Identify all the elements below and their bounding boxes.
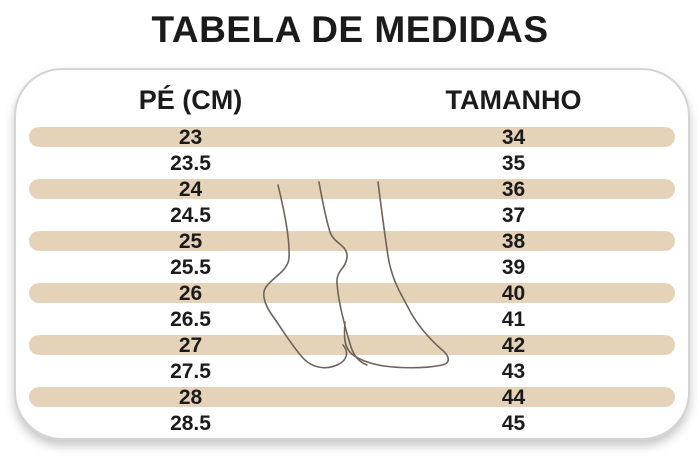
size-value: 35 bbox=[501, 151, 526, 175]
size-value: 38 bbox=[501, 229, 526, 253]
foot-cm-value: 23 bbox=[178, 125, 203, 149]
size-value: 42 bbox=[501, 333, 526, 357]
column-header-size: TAMANHO bbox=[445, 84, 582, 115]
size-chart-card: PÉ (CM) TAMANHO 23 34 23.5 35 24 36 24.5… bbox=[14, 68, 690, 440]
foot-cm-value: 25 bbox=[178, 229, 203, 253]
table-header-row: PÉ (CM) TAMANHO bbox=[16, 70, 688, 124]
foot-cm-value: 26 bbox=[178, 281, 203, 305]
table-row: 23 34 bbox=[29, 124, 675, 150]
size-value: 39 bbox=[501, 255, 526, 279]
size-value: 34 bbox=[501, 125, 526, 149]
column-header-foot-cm: PÉ (CM) bbox=[138, 84, 243, 115]
table-row: 27 42 bbox=[29, 332, 675, 358]
table-row: 26 40 bbox=[29, 280, 675, 306]
table-rows: 23 34 23.5 35 24 36 24.5 37 25 38 25.5 3… bbox=[16, 124, 688, 438]
table-row: 25 38 bbox=[29, 228, 675, 254]
foot-cm-value: 27 bbox=[178, 333, 203, 357]
foot-cm-value: 28.5 bbox=[170, 411, 211, 435]
size-value: 44 bbox=[501, 385, 526, 409]
table-row: 27.5 43 bbox=[29, 358, 675, 384]
size-value: 45 bbox=[501, 411, 526, 435]
table-row: 24 36 bbox=[29, 176, 675, 202]
foot-cm-value: 25.5 bbox=[170, 255, 211, 279]
table-row: 24.5 37 bbox=[29, 202, 675, 228]
table-row: 28.5 45 bbox=[29, 410, 675, 436]
table-row: 28 44 bbox=[29, 384, 675, 410]
size-value: 37 bbox=[501, 203, 526, 227]
size-value: 41 bbox=[501, 307, 526, 331]
foot-cm-value: 26.5 bbox=[170, 307, 211, 331]
size-value: 36 bbox=[501, 177, 526, 201]
foot-cm-value: 24.5 bbox=[170, 203, 211, 227]
table-row: 25.5 39 bbox=[29, 254, 675, 280]
page-title: TABELA DE MEDIDAS bbox=[151, 9, 549, 50]
foot-cm-value: 24 bbox=[178, 177, 203, 201]
size-value: 40 bbox=[501, 281, 526, 305]
foot-cm-value: 28 bbox=[178, 385, 203, 409]
size-value: 43 bbox=[501, 359, 526, 383]
table-row: 23.5 35 bbox=[29, 150, 675, 176]
table-row: 26.5 41 bbox=[29, 306, 675, 332]
foot-cm-value: 27.5 bbox=[170, 359, 211, 383]
foot-cm-value: 23.5 bbox=[170, 151, 211, 175]
